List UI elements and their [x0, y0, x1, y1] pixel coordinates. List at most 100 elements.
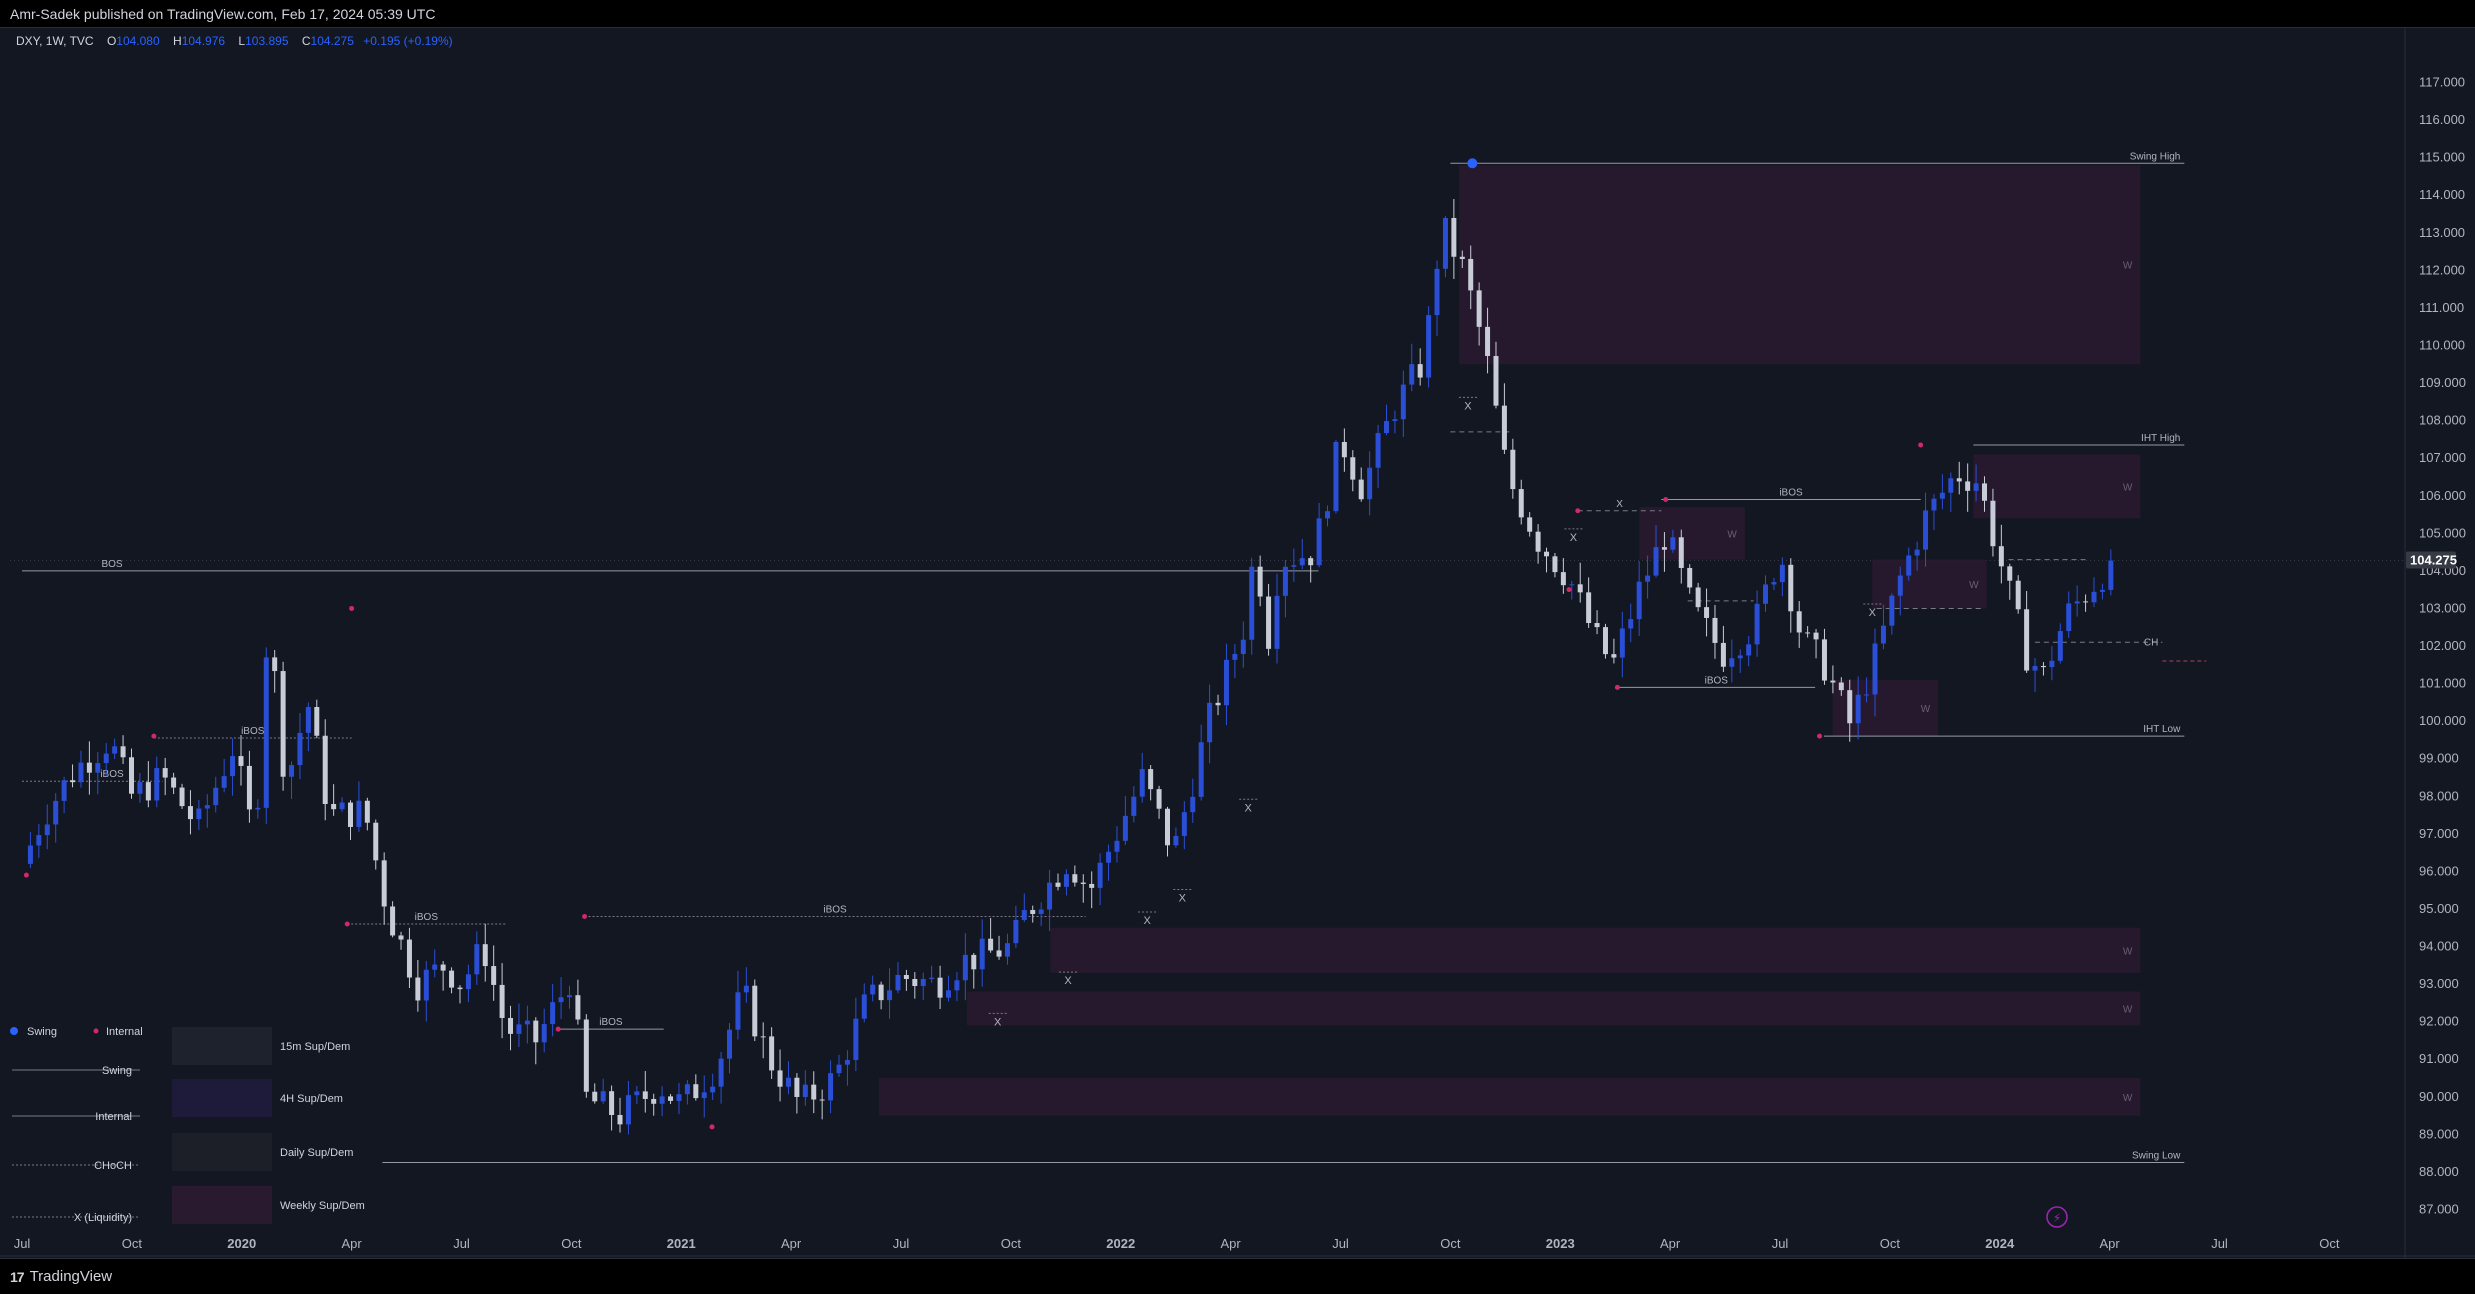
- bearish-candle[interactable]: [1493, 341, 1499, 409]
- bearish-candle[interactable]: [794, 1073, 800, 1114]
- bullish-candle[interactable]: [1316, 502, 1322, 568]
- bullish-candle[interactable]: [558, 977, 564, 1019]
- bullish-candle[interactable]: [1645, 555, 1651, 599]
- bullish-candle[interactable]: [1931, 494, 1937, 531]
- bearish-candle[interactable]: [903, 969, 909, 991]
- bullish-candle[interactable]: [1106, 844, 1112, 881]
- bullish-candle[interactable]: [828, 1060, 834, 1114]
- bearish-candle[interactable]: [1982, 476, 1988, 512]
- bullish-candle[interactable]: [625, 1080, 631, 1135]
- bullish-candle[interactable]: [861, 983, 867, 1023]
- bullish-candle[interactable]: [2091, 577, 2097, 608]
- bullish-candle[interactable]: [1763, 575, 1769, 612]
- bullish-candle[interactable]: [474, 931, 480, 985]
- bullish-candle[interactable]: [1198, 724, 1204, 801]
- bullish-candle[interactable]: [701, 1075, 707, 1118]
- bearish-candle[interactable]: [1998, 524, 2004, 584]
- bearish-candle[interactable]: [1535, 524, 1541, 564]
- bearish-candle[interactable]: [314, 699, 320, 739]
- bullish-candle[interactable]: [785, 1061, 791, 1095]
- bearish-candle[interactable]: [238, 735, 244, 786]
- bullish-candle[interactable]: [1299, 538, 1305, 570]
- bearish-candle[interactable]: [811, 1071, 817, 1114]
- bearish-candle[interactable]: [642, 1071, 648, 1113]
- bullish-candle[interactable]: [1021, 893, 1027, 923]
- bullish-candle[interactable]: [1274, 573, 1280, 664]
- bullish-candle[interactable]: [566, 985, 572, 1009]
- bearish-candle[interactable]: [1510, 438, 1516, 499]
- bullish-candle[interactable]: [1325, 505, 1331, 527]
- bearish-candle[interactable]: [1468, 245, 1474, 310]
- bullish-candle[interactable]: [1249, 557, 1255, 655]
- bullish-candle[interactable]: [727, 1023, 733, 1074]
- bearish-candle[interactable]: [1350, 450, 1356, 492]
- bullish-candle[interactable]: [929, 965, 935, 983]
- bullish-candle[interactable]: [1771, 577, 1777, 591]
- bullish-candle[interactable]: [289, 761, 295, 800]
- bullish-candle[interactable]: [1442, 216, 1448, 278]
- bearish-candle[interactable]: [1552, 552, 1558, 578]
- bearish-candle[interactable]: [179, 783, 185, 809]
- bullish-candle[interactable]: [1131, 786, 1137, 823]
- bullish-candle[interactable]: [2099, 583, 2105, 600]
- bullish-candle[interactable]: [954, 972, 960, 1002]
- bullish-candle[interactable]: [1906, 547, 1912, 581]
- bearish-candle[interactable]: [1602, 623, 1608, 659]
- bearish-candle[interactable]: [1847, 679, 1853, 742]
- bullish-candle[interactable]: [676, 1082, 682, 1115]
- bearish-candle[interactable]: [693, 1074, 699, 1101]
- bullish-candle[interactable]: [1207, 684, 1213, 764]
- bullish-candle[interactable]: [735, 970, 741, 1040]
- bearish-candle[interactable]: [145, 761, 151, 808]
- bearish-candle[interactable]: [1030, 905, 1036, 923]
- bearish-candle[interactable]: [508, 1005, 514, 1051]
- bearish-candle[interactable]: [1965, 463, 1971, 512]
- bullish-candle[interactable]: [1855, 676, 1861, 740]
- bullish-candle[interactable]: [1013, 905, 1019, 949]
- bullish-candle[interactable]: [1375, 424, 1381, 488]
- bullish-candle[interactable]: [1653, 525, 1659, 578]
- bullish-candle[interactable]: [1864, 677, 1870, 703]
- bullish-candle[interactable]: [1063, 869, 1069, 896]
- bullish-candle[interactable]: [95, 752, 101, 795]
- bearish-candle[interactable]: [1796, 601, 1802, 648]
- bearish-candle[interactable]: [760, 1022, 766, 1059]
- bullish-candle[interactable]: [516, 1003, 522, 1048]
- bullish-candle[interactable]: [634, 1085, 640, 1105]
- bearish-candle[interactable]: [1990, 488, 1996, 557]
- bearish-candle[interactable]: [1544, 547, 1550, 573]
- bearish-candle[interactable]: [1257, 555, 1263, 607]
- bearish-candle[interactable]: [187, 790, 193, 835]
- bullish-candle[interactable]: [1190, 778, 1196, 823]
- bearish-candle[interactable]: [322, 719, 328, 821]
- bullish-candle[interactable]: [2108, 549, 2114, 596]
- bearish-candle[interactable]: [364, 797, 370, 831]
- bullish-candle[interactable]: [1779, 557, 1785, 597]
- bearish-candle[interactable]: [2040, 662, 2046, 676]
- bullish-candle[interactable]: [1047, 869, 1053, 931]
- bullish-candle[interactable]: [1746, 636, 1752, 667]
- bullish-candle[interactable]: [1400, 370, 1406, 438]
- bullish-candle[interactable]: [1392, 410, 1398, 434]
- bullish-candle[interactable]: [27, 832, 33, 869]
- bullish-candle[interactable]: [946, 975, 952, 1002]
- bearish-candle[interactable]: [819, 1089, 825, 1120]
- bullish-candle[interactable]: [743, 967, 749, 1003]
- bullish-candle[interactable]: [1670, 529, 1676, 553]
- bearish-candle[interactable]: [171, 772, 177, 795]
- bearish-candle[interactable]: [1266, 583, 1272, 656]
- bearish-candle[interactable]: [1485, 307, 1491, 374]
- bullish-candle[interactable]: [53, 793, 59, 843]
- bullish-candle[interactable]: [920, 972, 926, 1000]
- bearish-candle[interactable]: [1720, 625, 1726, 672]
- bullish-candle[interactable]: [1333, 439, 1339, 514]
- bullish-candle[interactable]: [1223, 643, 1229, 726]
- bearish-candle[interactable]: [1308, 555, 1314, 583]
- bullish-candle[interactable]: [844, 1050, 850, 1086]
- bearish-candle[interactable]: [1089, 871, 1095, 909]
- bullish-candle[interactable]: [836, 1054, 842, 1077]
- bearish-candle[interactable]: [406, 927, 412, 988]
- bullish-candle[interactable]: [1872, 628, 1878, 717]
- bullish-candle[interactable]: [2066, 591, 2072, 638]
- bullish-candle[interactable]: [550, 984, 556, 1037]
